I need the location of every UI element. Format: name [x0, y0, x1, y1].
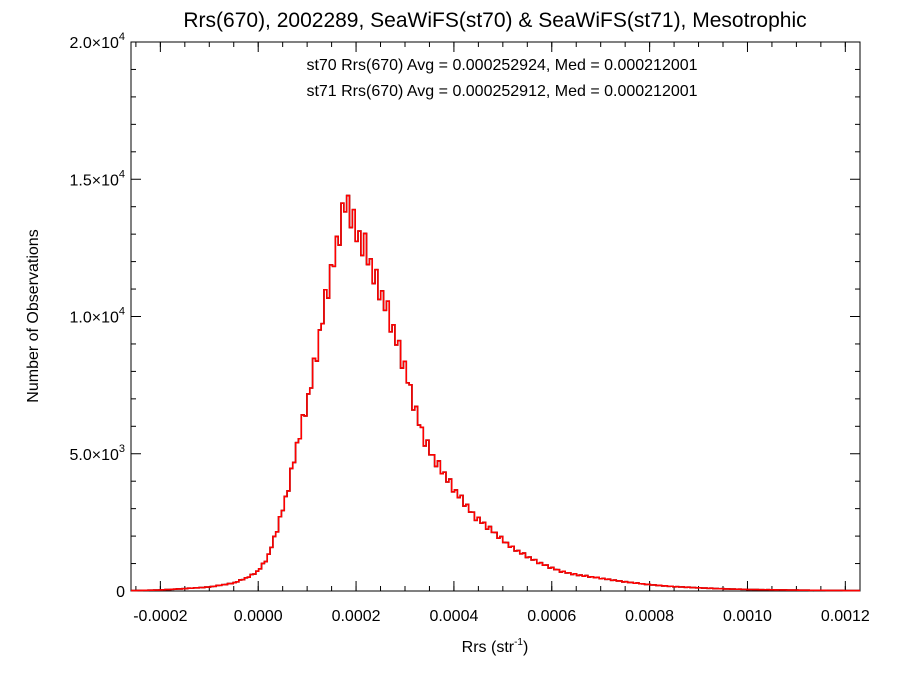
chart-title: Rrs(670), 2002289, SeaWiFS(st70) & SeaWi…	[183, 9, 806, 32]
x-tick-label: 0.0000	[234, 608, 283, 625]
annotation-st70: st70 Rrs(670) Avg = 0.000252924, Med = 0…	[306, 57, 697, 74]
y-tick-label: 5.0×103	[69, 443, 125, 464]
x-axis-label: Rrs (str-1)	[462, 637, 529, 656]
plot-area-frame	[130, 41, 861, 592]
x-axis-label-exponent: -1	[514, 637, 523, 648]
x-axis-label-close: )	[523, 639, 528, 656]
y-tick-label: 0	[116, 584, 125, 601]
series-st70-histogram	[131, 194, 860, 592]
x-axis-label-main: Rrs (str	[462, 639, 515, 656]
x-tick-label: 0.0002	[332, 608, 381, 625]
y-tick-label: 1.5×104	[69, 168, 125, 189]
y-tick-label: 1.0×104	[69, 306, 125, 327]
axis-ticks	[131, 41, 860, 592]
series-layer	[131, 194, 860, 592]
x-tick-label: 0.0006	[527, 608, 576, 625]
axis-tick-labels: -0.0002 0.0000 0.0002 0.0004 0.0006 0.0008 0.0…	[69, 31, 869, 625]
y-tick-label: 2.0×104	[69, 31, 125, 52]
x-tick-label: -0.0002	[133, 608, 187, 625]
x-tick-label: 0.0008	[625, 608, 674, 625]
x-tick-label: 0.0004	[429, 608, 478, 625]
x-tick-label: 0.0010	[723, 608, 772, 625]
y-axis-label: Number of Observations	[25, 229, 42, 402]
annotation-st71: st71 Rrs(670) Avg = 0.000252912, Med = 0…	[306, 83, 697, 100]
series-st71-histogram	[131, 194, 860, 592]
x-tick-label: 0.0012	[821, 608, 870, 625]
